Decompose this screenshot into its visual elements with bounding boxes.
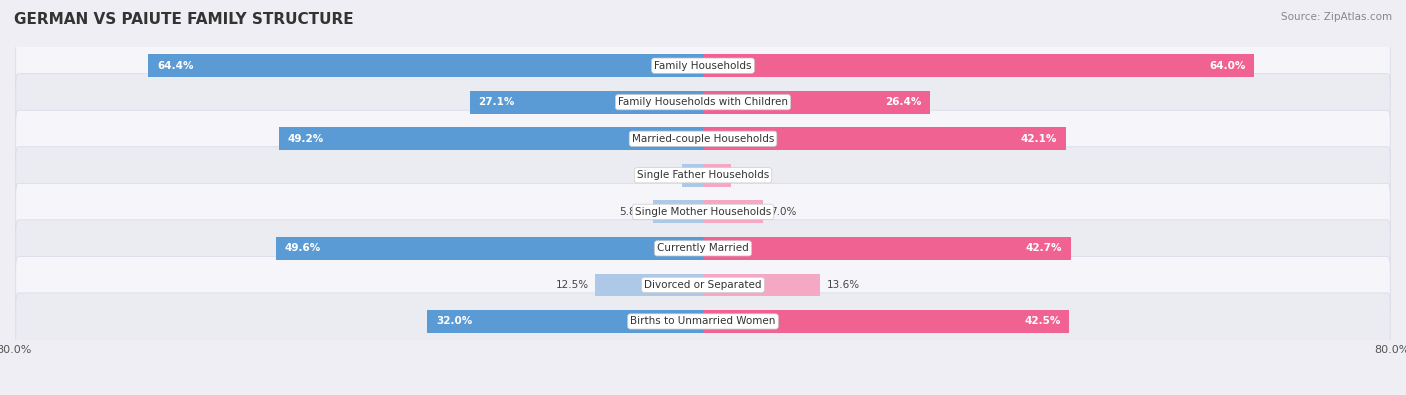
Bar	[703, 237, 1071, 260]
Bar	[703, 128, 1066, 150]
Text: 3.3%: 3.3%	[738, 170, 765, 180]
FancyBboxPatch shape	[15, 74, 1391, 131]
Text: Single Father Households: Single Father Households	[637, 170, 769, 180]
FancyBboxPatch shape	[15, 256, 1391, 313]
Bar	[682, 164, 703, 186]
Legend: German, Paiute: German, Paiute	[624, 392, 782, 395]
Bar	[427, 310, 703, 333]
Text: 49.2%: 49.2%	[288, 134, 325, 144]
Text: 42.1%: 42.1%	[1021, 134, 1057, 144]
Bar	[149, 55, 703, 77]
Text: GERMAN VS PAIUTE FAMILY STRUCTURE: GERMAN VS PAIUTE FAMILY STRUCTURE	[14, 12, 354, 27]
Text: 13.6%: 13.6%	[827, 280, 860, 290]
Text: 2.4%: 2.4%	[650, 170, 675, 180]
Text: 5.8%: 5.8%	[620, 207, 647, 217]
FancyBboxPatch shape	[15, 37, 1391, 94]
Bar	[703, 274, 820, 296]
FancyBboxPatch shape	[15, 147, 1391, 204]
Text: Married-couple Households: Married-couple Households	[631, 134, 775, 144]
FancyBboxPatch shape	[15, 110, 1391, 167]
Text: 7.0%: 7.0%	[770, 207, 797, 217]
Text: 42.5%: 42.5%	[1024, 316, 1060, 326]
Text: 32.0%: 32.0%	[436, 316, 472, 326]
Text: 64.0%: 64.0%	[1209, 61, 1246, 71]
Text: Family Households with Children: Family Households with Children	[619, 97, 787, 107]
Bar	[276, 237, 703, 260]
Bar	[703, 91, 931, 113]
Text: Family Households: Family Households	[654, 61, 752, 71]
Text: Births to Unmarried Women: Births to Unmarried Women	[630, 316, 776, 326]
Text: Currently Married: Currently Married	[657, 243, 749, 253]
Bar	[652, 201, 703, 223]
Bar	[703, 164, 731, 186]
Text: 64.4%: 64.4%	[157, 61, 194, 71]
Text: Single Mother Households: Single Mother Households	[636, 207, 770, 217]
Bar	[703, 55, 1254, 77]
Bar	[703, 201, 763, 223]
Text: 42.7%: 42.7%	[1025, 243, 1062, 253]
Bar	[280, 128, 703, 150]
Bar	[595, 274, 703, 296]
Text: Source: ZipAtlas.com: Source: ZipAtlas.com	[1281, 12, 1392, 22]
FancyBboxPatch shape	[15, 293, 1391, 350]
Text: 26.4%: 26.4%	[886, 97, 922, 107]
Text: 27.1%: 27.1%	[478, 97, 515, 107]
Text: Divorced or Separated: Divorced or Separated	[644, 280, 762, 290]
FancyBboxPatch shape	[15, 220, 1391, 277]
Bar	[703, 310, 1069, 333]
Text: 12.5%: 12.5%	[555, 280, 589, 290]
Text: 49.6%: 49.6%	[284, 243, 321, 253]
FancyBboxPatch shape	[15, 183, 1391, 240]
Bar	[470, 91, 703, 113]
